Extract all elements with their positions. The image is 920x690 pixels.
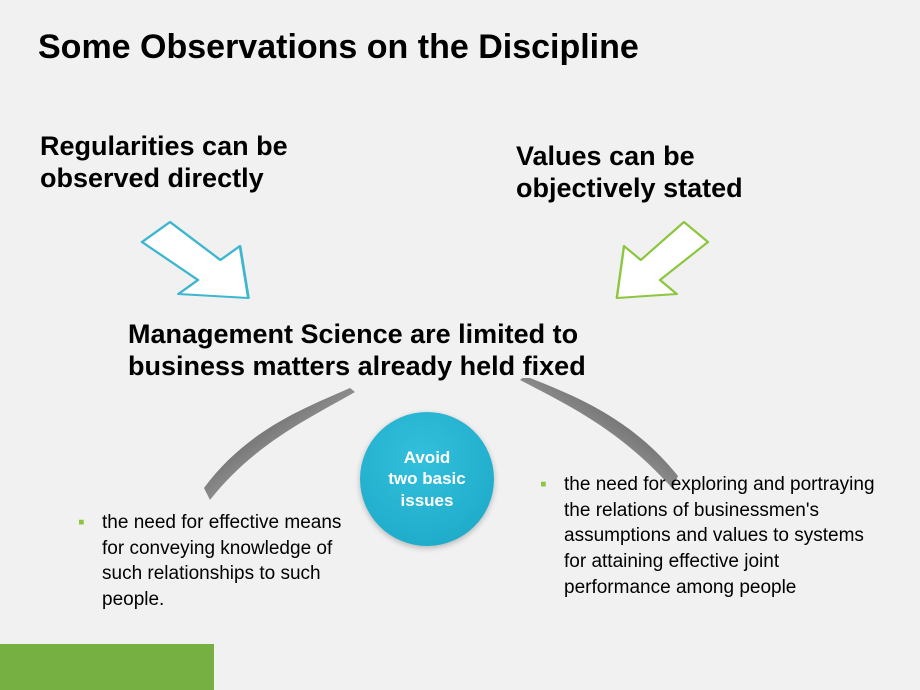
center-circle: Avoid two basic issues bbox=[360, 412, 494, 546]
arrow-down-left-icon bbox=[600, 212, 720, 312]
left-subheading-line2: observed directly bbox=[40, 163, 264, 193]
curve-left-icon bbox=[200, 388, 380, 508]
left-subheading-line1: Regularities can be bbox=[40, 131, 288, 161]
center-statement: Management Science are limited to busine… bbox=[128, 318, 848, 383]
right-subheading: Values can be objectively stated bbox=[516, 140, 876, 205]
accent-bar bbox=[0, 644, 214, 690]
slide-title: Some Observations on the Discipline bbox=[38, 28, 639, 67]
center-statement-line1: Management Science are limited to bbox=[128, 319, 578, 349]
slide-canvas: Some Observations on the Discipline Regu… bbox=[0, 0, 920, 690]
bullet-left: the need for effective means for conveyi… bbox=[78, 510, 368, 613]
arrow-down-right-icon bbox=[128, 212, 268, 312]
left-subheading: Regularities can be observed directly bbox=[40, 130, 420, 195]
right-subheading-line1: Values can be bbox=[516, 141, 695, 171]
center-circle-text: Avoid two basic issues bbox=[388, 447, 465, 511]
circle-line3: issues bbox=[401, 491, 454, 510]
bullet-left-text: the need for effective means for conveyi… bbox=[102, 512, 341, 610]
bullet-left-item: the need for effective means for conveyi… bbox=[78, 510, 368, 613]
bullet-right-text: the need for exploring and portraying th… bbox=[564, 474, 875, 598]
bullet-right: the need for exploring and portraying th… bbox=[540, 472, 880, 600]
center-statement-line2: business matters already held fixed bbox=[128, 351, 586, 381]
right-subheading-line2: objectively stated bbox=[516, 173, 743, 203]
circle-line1: Avoid bbox=[404, 448, 451, 467]
bullet-right-item: the need for exploring and portraying th… bbox=[540, 472, 880, 600]
circle-line2: two basic bbox=[388, 469, 465, 488]
